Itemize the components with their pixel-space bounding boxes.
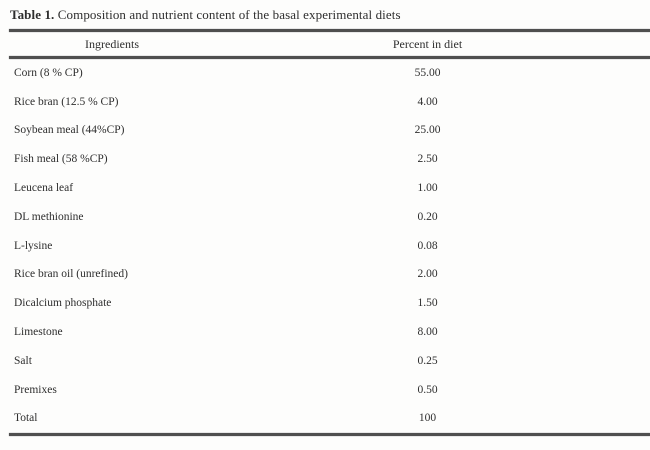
table-row: Soybean meal (44%CP) 25.00 bbox=[0, 116, 650, 145]
ingredient-cell: Soybean meal (44%CP) bbox=[14, 124, 125, 137]
table-header-rule bbox=[9, 56, 650, 59]
table-row: DL methionine 0.20 bbox=[0, 202, 650, 231]
ingredient-cell: L-lysine bbox=[14, 239, 53, 252]
table-row: Total 100 bbox=[0, 404, 650, 433]
table-row: Rice bran (12.5 % CP) 4.00 bbox=[0, 87, 650, 116]
percent-cell: 0.25 bbox=[417, 354, 438, 367]
ingredient-cell: Rice bran oil (unrefined) bbox=[14, 268, 128, 281]
percent-cell: 0.08 bbox=[417, 239, 438, 252]
table-row: Fish meal (58 %CP) 2.50 bbox=[0, 145, 650, 174]
percent-cell: 2.50 bbox=[417, 153, 438, 166]
ingredient-cell: Leucena leaf bbox=[14, 182, 74, 195]
ingredient-cell: Total bbox=[14, 412, 38, 425]
percent-cell: 25.00 bbox=[414, 124, 441, 137]
percent-cell: 1.50 bbox=[417, 297, 438, 310]
percent-cell: 100 bbox=[418, 412, 437, 425]
ingredient-cell: Limestone bbox=[14, 326, 63, 339]
table-row: Premixes 0.50 bbox=[0, 375, 650, 404]
table-row: Salt 0.25 bbox=[0, 346, 650, 375]
ingredient-cell: Dicalcium phosphate bbox=[14, 297, 112, 310]
table-rows: Corn (8 % CP) 55.00 Rice bran (12.5 % CP) 4… bbox=[0, 59, 650, 433]
table-row: Corn (8 % CP) 55.00 bbox=[0, 59, 650, 88]
percent-cell: 0.50 bbox=[417, 383, 438, 396]
table-row: Leucena leaf 1.00 bbox=[0, 174, 650, 203]
percent-cell: 0.20 bbox=[417, 210, 438, 223]
percent-cell: 2.00 bbox=[417, 268, 438, 281]
ingredient-cell: Rice bran (12.5 % CP) bbox=[14, 95, 119, 108]
ingredient-cell: DL methionine bbox=[14, 210, 84, 223]
table-caption-text: Composition and nutrient content of the … bbox=[57, 7, 401, 22]
ingredient-cell: Premixes bbox=[14, 383, 57, 396]
percent-cell: 1.00 bbox=[417, 182, 438, 195]
ingredient-cell: Salt bbox=[14, 354, 32, 367]
table-caption: Table 1. Composition and nutrient conten… bbox=[10, 7, 650, 23]
percent-cell: 8.00 bbox=[417, 326, 438, 339]
table-row: L-lysine 0.08 bbox=[0, 231, 650, 260]
table-header-row: Ingredients Percent in diet bbox=[0, 32, 650, 56]
column-header-ingredients: Ingredients bbox=[85, 36, 139, 51]
table-caption-label: Table 1. bbox=[10, 7, 55, 22]
table-bottom-rule bbox=[9, 432, 650, 436]
column-header-percent-in-diet: Percent in diet bbox=[392, 36, 463, 51]
percent-cell: 4.00 bbox=[417, 95, 438, 108]
table-top-rule bbox=[9, 29, 650, 32]
percent-cell: 55.00 bbox=[414, 66, 441, 79]
table-row: Rice bran oil (unrefined) 2.00 bbox=[0, 260, 650, 289]
ingredient-cell: Corn (8 % CP) bbox=[14, 66, 83, 79]
ingredient-cell: Fish meal (58 %CP) bbox=[14, 153, 108, 166]
table-row: Dicalcium phosphate 1.50 bbox=[0, 289, 650, 318]
table-row: Limestone 8.00 bbox=[0, 318, 650, 347]
